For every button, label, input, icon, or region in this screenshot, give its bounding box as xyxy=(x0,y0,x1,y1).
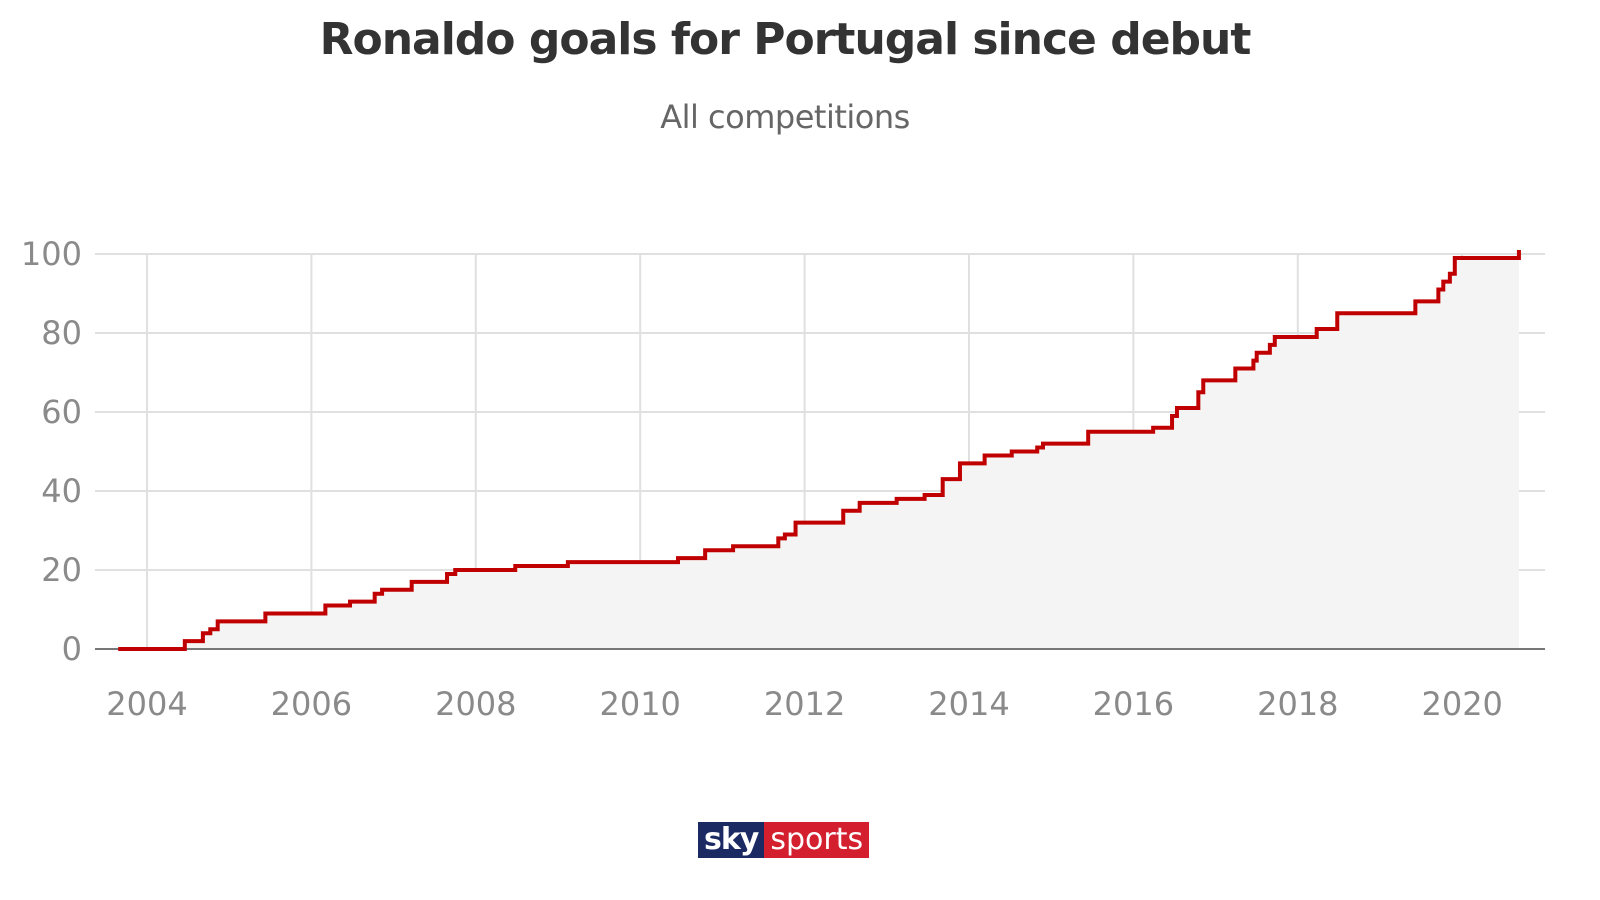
y-tick-label: 60 xyxy=(41,393,82,431)
x-tick-label: 2004 xyxy=(106,685,187,723)
goals-line xyxy=(118,250,1521,651)
logo-sports: sports xyxy=(764,822,870,858)
chart-subtitle: All competitions xyxy=(660,98,910,136)
chart-title: Ronaldo goals for Portugal since debut xyxy=(319,14,1252,65)
x-tick-label: 2018 xyxy=(1257,685,1338,723)
x-tick-label: 2012 xyxy=(764,685,845,723)
x-tick-label: 2006 xyxy=(271,685,352,723)
y-tick-label: 40 xyxy=(41,472,82,510)
y-tick-label: 20 xyxy=(41,551,82,589)
logo-sky: sky xyxy=(698,822,765,858)
area-fill xyxy=(118,250,1519,650)
y-tick-label: 80 xyxy=(41,314,82,352)
sky-sports-logo: sky sports xyxy=(698,822,870,858)
y-tick-label: 0 xyxy=(62,630,82,668)
x-tick-label: 2016 xyxy=(1093,685,1174,723)
x-tick-label: 2010 xyxy=(599,685,680,723)
y-tick-label: 100 xyxy=(21,235,82,273)
x-tick-label: 2014 xyxy=(928,685,1009,723)
x-tick-label: 2008 xyxy=(435,685,516,723)
x-tick-label: 2020 xyxy=(1421,685,1502,723)
